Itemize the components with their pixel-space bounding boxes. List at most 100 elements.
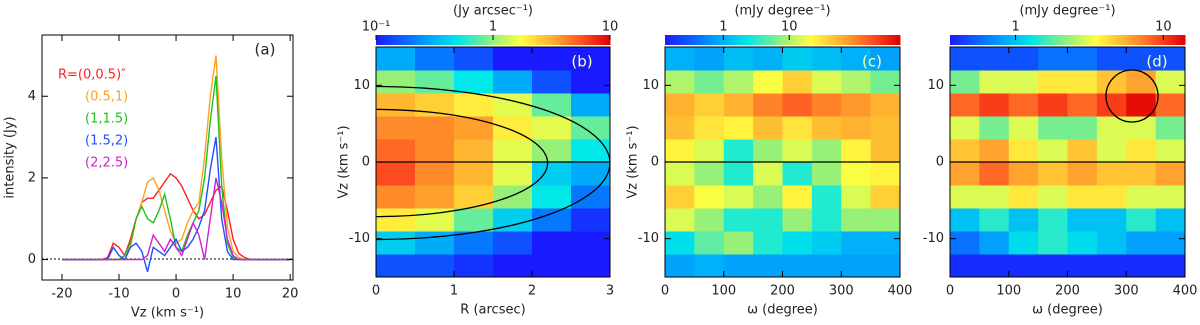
colorbar-segment bbox=[1153, 35, 1159, 45]
heatmap-cell bbox=[532, 254, 572, 278]
colorbar-segment bbox=[606, 35, 611, 45]
colorbar-segment bbox=[1102, 35, 1108, 45]
colorbar-segment bbox=[950, 35, 955, 45]
colorbar-segment bbox=[590, 35, 595, 45]
x-tick-label: 400 bbox=[1173, 284, 1198, 299]
colorbar-segment bbox=[696, 35, 701, 45]
colorbar-segment bbox=[582, 35, 588, 45]
heatmap-cell bbox=[979, 47, 1010, 71]
colorbar-segment bbox=[708, 35, 713, 45]
heatmap-cell bbox=[782, 47, 813, 71]
heatmap-cell bbox=[665, 208, 695, 232]
heatmap-cell bbox=[694, 208, 725, 232]
heatmap-cell bbox=[1096, 70, 1127, 94]
heatmap-cell bbox=[454, 185, 494, 209]
heatmap-cell bbox=[1038, 47, 1068, 71]
colorbar-segment bbox=[520, 35, 525, 45]
y-tick-label: 10 bbox=[927, 78, 944, 93]
x-tick-label: 2 bbox=[528, 284, 536, 299]
colorbar-segment bbox=[880, 35, 885, 45]
heatmap-cell bbox=[665, 47, 695, 71]
colorbar-segment bbox=[442, 35, 447, 45]
y-tick-label: 4 bbox=[28, 89, 36, 104]
heatmap-cell bbox=[571, 139, 611, 163]
heatmap-cell bbox=[753, 254, 783, 278]
y-axis-label: intensity (Jy) bbox=[3, 116, 18, 198]
heatmap-cell bbox=[532, 185, 572, 209]
colorbar-tick-label: 1 bbox=[719, 20, 727, 35]
colorbar-tick-label: 10 bbox=[602, 20, 619, 35]
y-tick-label: 0 bbox=[936, 155, 944, 170]
colorbar-segment bbox=[856, 35, 862, 45]
colorbar-label: (Jy arcsec⁻¹) bbox=[453, 4, 533, 19]
heatmap-cell bbox=[376, 47, 416, 71]
heatmap-cell bbox=[376, 93, 416, 117]
colorbar-segment bbox=[1079, 35, 1084, 45]
heatmap-cell bbox=[1067, 93, 1098, 117]
colorbar-segment bbox=[508, 35, 513, 45]
colorbar-segment bbox=[450, 35, 455, 45]
heatmap-cell bbox=[1096, 231, 1127, 255]
colorbar-segment bbox=[872, 35, 877, 45]
colorbar-segment bbox=[1036, 35, 1041, 45]
heatmap-cell bbox=[694, 93, 725, 117]
heatmap-cell bbox=[532, 47, 572, 71]
heatmap-cell bbox=[841, 93, 872, 117]
colorbar-segment bbox=[598, 35, 603, 45]
x-tick-label: 20 bbox=[282, 287, 299, 302]
colorbar-segment bbox=[434, 35, 439, 45]
heatmap-cell bbox=[665, 116, 695, 140]
heatmap-cell bbox=[870, 162, 901, 186]
colorbar-segment bbox=[989, 35, 994, 45]
heatmap-cell bbox=[979, 93, 1010, 117]
x-tick-label: 200 bbox=[770, 284, 795, 299]
colorbar-segment bbox=[1134, 35, 1139, 45]
colorbar-segment bbox=[1094, 35, 1100, 45]
colorbar-segment bbox=[1051, 35, 1057, 45]
heatmap-cell bbox=[493, 47, 533, 71]
heatmap-cell bbox=[532, 93, 572, 117]
heatmap-cell bbox=[950, 208, 980, 232]
heatmap-cell bbox=[376, 139, 416, 163]
colorbar-segment bbox=[735, 35, 740, 45]
heatmap-cell bbox=[454, 93, 494, 117]
y-tick-label: -10 bbox=[923, 231, 944, 246]
colorbar-segment bbox=[704, 35, 709, 45]
colorbar-segment bbox=[813, 35, 819, 45]
heatmap-cell bbox=[493, 231, 533, 255]
heatmap-cell bbox=[454, 231, 494, 255]
heatmap-cell bbox=[841, 139, 872, 163]
y-tick-label: -10 bbox=[349, 231, 370, 246]
colorbar-segment bbox=[884, 35, 889, 45]
colorbar-segment bbox=[493, 35, 498, 45]
heatmap-cell bbox=[753, 208, 783, 232]
heatmap-cell bbox=[950, 93, 980, 117]
heatmap-cell bbox=[454, 208, 494, 232]
colorbar-segment bbox=[485, 35, 490, 45]
colorbar-segment bbox=[415, 35, 420, 45]
colorbar-segment bbox=[751, 35, 756, 45]
colorbar-segment bbox=[461, 35, 467, 45]
heatmap-cell bbox=[870, 70, 901, 94]
heatmap-cell bbox=[1067, 185, 1098, 209]
x-tick-label: 10 bbox=[225, 287, 242, 302]
colorbar-segment bbox=[731, 35, 736, 45]
heatmap-cell bbox=[1038, 116, 1068, 140]
heatmap-cell bbox=[1155, 139, 1186, 163]
colorbar-segment bbox=[489, 35, 494, 45]
colorbar-segment bbox=[1059, 35, 1065, 45]
colorbar-segment bbox=[391, 35, 396, 45]
colorbar-segment bbox=[953, 35, 959, 45]
heatmap-cell bbox=[1008, 139, 1039, 163]
x-tick-label: 300 bbox=[1114, 284, 1139, 299]
heatmap-cell bbox=[493, 70, 533, 94]
heatmap-cell bbox=[1038, 93, 1068, 117]
colorbar-segment bbox=[539, 35, 545, 45]
colorbar-segment bbox=[1004, 35, 1010, 45]
colorbar-segment bbox=[985, 35, 990, 45]
x-tick-label: 300 bbox=[829, 284, 854, 299]
colorbar-segment bbox=[680, 35, 686, 45]
colorbar-segment bbox=[759, 35, 764, 45]
colorbar-segment bbox=[1130, 35, 1135, 45]
colorbar-segment bbox=[1165, 35, 1170, 45]
